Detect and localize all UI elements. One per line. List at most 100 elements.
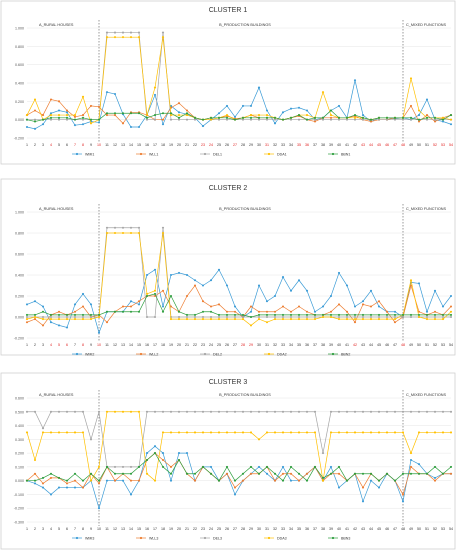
- data-point: [273, 472, 277, 475]
- data-point: [73, 115, 77, 118]
- data-point: [361, 500, 365, 503]
- data-point: [377, 305, 381, 308]
- data-point: [345, 479, 349, 482]
- legend-marker: [139, 152, 143, 156]
- series-bbn1: [25, 109, 453, 123]
- data-point: [113, 92, 117, 96]
- x-tick-label: 32: [273, 143, 277, 147]
- x-tick-label: 20: [177, 343, 181, 347]
- data-point: [201, 465, 205, 468]
- data-point: [121, 226, 125, 229]
- data-point: [321, 313, 325, 316]
- data-point: [241, 318, 245, 321]
- data-point: [345, 431, 349, 434]
- data-point: [241, 472, 245, 475]
- data-point: [49, 116, 53, 119]
- data-point: [321, 315, 325, 319]
- x-tick-label: 41: [345, 527, 349, 531]
- data-point: [153, 86, 157, 89]
- data-point: [145, 292, 149, 295]
- data-point: [177, 410, 181, 413]
- x-tick-label: 34: [289, 343, 293, 347]
- data-point: [185, 410, 189, 413]
- data-point: [441, 305, 445, 308]
- data-point: [137, 226, 141, 229]
- x-tick-label: 15: [137, 143, 141, 147]
- data-point: [265, 313, 269, 316]
- data-point: [25, 315, 29, 319]
- data-point: [449, 313, 453, 316]
- data-point: [393, 479, 397, 482]
- data-point: [369, 431, 373, 434]
- data-point: [121, 112, 125, 115]
- x-tick-label: 20: [177, 527, 181, 531]
- data-point: [353, 118, 357, 121]
- data-point: [193, 431, 197, 434]
- data-point: [241, 116, 245, 119]
- data-point: [297, 472, 301, 475]
- data-point: [129, 226, 133, 229]
- x-tick-label: 42: [353, 343, 357, 347]
- series-del1: [25, 31, 453, 121]
- data-point: [425, 313, 429, 316]
- data-point: [409, 104, 413, 107]
- data-point: [265, 315, 269, 319]
- x-tick-label: 10: [97, 527, 101, 531]
- data-point: [425, 410, 429, 413]
- data-point: [185, 114, 189, 117]
- data-point: [265, 300, 269, 303]
- data-point: [33, 127, 37, 130]
- data-point: [105, 231, 109, 235]
- data-point: [169, 479, 173, 482]
- data-point: [33, 109, 37, 112]
- x-tick-label: 8: [82, 343, 84, 347]
- x-tick-label: 17: [153, 143, 157, 147]
- section-label: B_PRODUCTION BUILDINGS: [219, 23, 271, 27]
- data-point: [417, 118, 421, 121]
- panel-frame: [0, 372, 456, 550]
- data-point: [353, 315, 357, 319]
- data-point: [129, 31, 133, 34]
- section-label: C_MIXED FUNCTIONS: [406, 207, 447, 211]
- data-point: [433, 289, 437, 292]
- data-point: [105, 321, 109, 324]
- data-point: [25, 118, 29, 121]
- x-tick-label: 4: [50, 343, 52, 347]
- x-tick-label: 16: [145, 343, 149, 347]
- data-point: [193, 479, 197, 482]
- data-point: [257, 114, 261, 117]
- x-tick-label: 53: [441, 143, 445, 147]
- data-point: [361, 410, 365, 413]
- x-tick-label: 22: [193, 527, 197, 531]
- series-del3: [25, 410, 453, 468]
- data-point: [89, 118, 93, 121]
- x-tick-label: 9: [90, 143, 92, 147]
- data-point: [289, 479, 293, 482]
- data-point: [89, 104, 93, 107]
- data-point: [161, 410, 165, 413]
- data-point: [169, 118, 173, 121]
- data-point: [249, 305, 253, 308]
- x-tick-label: 35: [297, 143, 301, 147]
- data-point: [417, 310, 421, 313]
- data-point: [65, 326, 69, 329]
- data-point: [417, 472, 421, 475]
- x-tick-label: 26: [225, 527, 229, 531]
- x-tick-label: 18: [161, 527, 165, 531]
- x-tick-label: 16: [145, 143, 149, 147]
- data-point: [401, 315, 405, 319]
- x-tick-label: 48: [401, 143, 405, 147]
- x-tick-label: 30: [257, 143, 261, 147]
- data-point: [41, 427, 45, 430]
- data-point: [433, 116, 437, 119]
- x-tick-label: 8: [82, 527, 84, 531]
- y-tick-label: 0.800: [15, 232, 24, 236]
- y-tick-label: 0.000: [15, 316, 24, 320]
- y-tick-label: 0.800: [15, 45, 24, 49]
- data-point: [113, 36, 117, 39]
- data-point: [273, 313, 277, 316]
- x-tick-label: 15: [137, 343, 141, 347]
- data-point: [89, 472, 93, 475]
- x-tick-label: 30: [257, 343, 261, 347]
- data-point: [257, 410, 261, 413]
